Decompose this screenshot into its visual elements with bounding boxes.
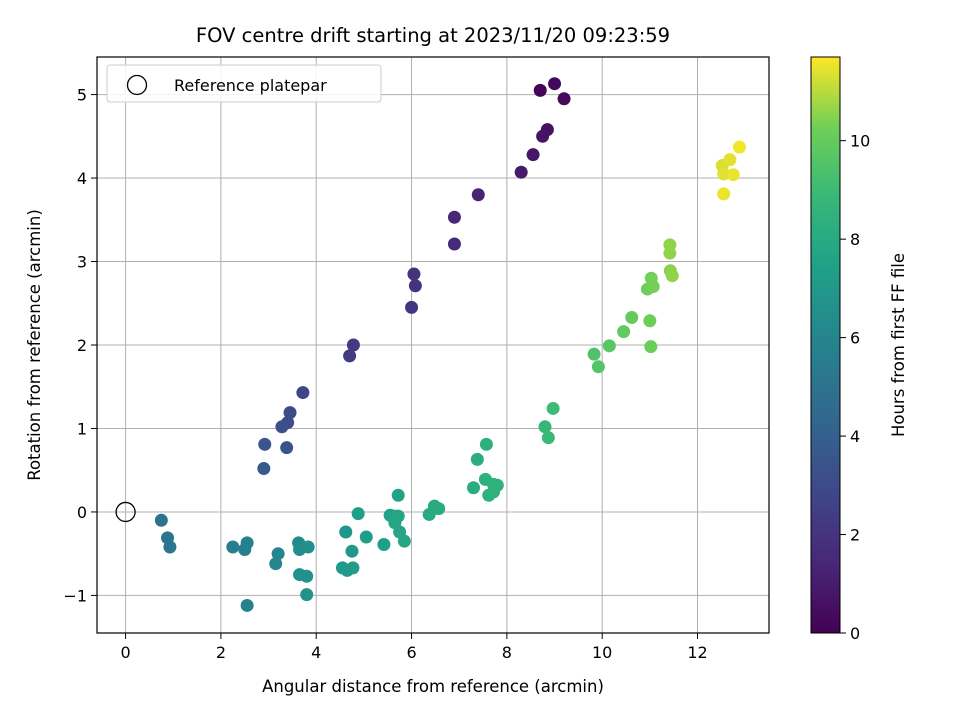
y-tick-label: 5: [77, 86, 87, 105]
data-point: [345, 544, 359, 558]
data-point: [732, 140, 746, 154]
data-point: [271, 547, 285, 561]
data-point: [538, 420, 552, 434]
data-point: [625, 310, 639, 324]
data-point: [479, 437, 493, 451]
data-points: [154, 77, 746, 612]
colorbar-ticks: 0 2 4 6 8 10: [840, 132, 870, 643]
x-tick-label: 4: [311, 643, 321, 662]
data-point: [646, 280, 660, 294]
data-point: [726, 168, 740, 182]
data-point: [723, 153, 737, 167]
data-point: [258, 437, 272, 451]
data-point: [591, 360, 605, 374]
chart-title: FOV centre drift starting at 2023/11/20 …: [196, 24, 670, 47]
y-tick-label: −1: [63, 586, 87, 605]
x-tick-label: 2: [216, 643, 226, 662]
data-point: [541, 431, 555, 445]
y-tick-label: 0: [77, 503, 87, 522]
data-point: [280, 441, 294, 455]
y-axis-label: Rotation from reference (arcmin): [25, 209, 44, 481]
legend-marker-reference: [126, 74, 148, 96]
data-point: [587, 347, 601, 361]
data-point: [533, 83, 547, 97]
data-point: [408, 279, 422, 293]
data-point: [300, 569, 314, 583]
colorbar-gradient: [810, 56, 841, 634]
data-point: [514, 165, 528, 179]
colorbar-tick-label: 10: [850, 132, 870, 151]
data-point: [269, 557, 283, 571]
data-point: [432, 502, 446, 516]
colorbar-tick-label: 2: [850, 526, 860, 545]
data-point: [154, 513, 168, 527]
x-axis-ticks: 0 2 4 6 8 10 12: [121, 633, 708, 662]
reference-platepar-marker: [115, 501, 136, 523]
x-tick-label: 0: [121, 643, 131, 662]
colorbar: 0 2 4 6 8 10 Hours from first FF file: [810, 56, 908, 643]
legend-box: [106, 64, 382, 103]
y-tick-label: 3: [77, 253, 87, 272]
data-point: [359, 530, 373, 544]
data-point: [377, 538, 391, 552]
y-tick-label: 1: [77, 419, 87, 438]
data-point: [283, 406, 297, 420]
legend-label-reference: Reference platepar: [174, 76, 327, 95]
x-tick-label: 10: [592, 643, 612, 662]
data-point: [536, 129, 550, 143]
colorbar-label: Hours from first FF file: [889, 253, 908, 437]
colorbar-tick-label: 8: [850, 230, 860, 249]
data-point: [339, 525, 353, 539]
data-point: [275, 420, 289, 434]
data-point: [546, 401, 560, 415]
grid: [97, 57, 769, 633]
x-axis-label: Angular distance from reference (arcmin): [262, 677, 604, 696]
data-point: [351, 507, 365, 521]
data-point: [557, 92, 571, 106]
data-point: [343, 349, 357, 363]
data-point: [644, 340, 658, 354]
x-tick-label: 12: [687, 643, 707, 662]
data-point: [226, 540, 240, 554]
colorbar-tick-label: 6: [850, 329, 860, 348]
data-point: [296, 386, 310, 400]
data-point: [548, 77, 562, 91]
data-point: [526, 148, 540, 162]
data-point: [602, 339, 616, 353]
data-point: [301, 540, 315, 554]
data-point: [397, 534, 411, 548]
x-tick-label: 8: [502, 643, 512, 662]
data-point: [663, 246, 677, 260]
data-point: [240, 536, 254, 550]
data-point: [447, 237, 461, 251]
y-tick-label: 2: [77, 336, 87, 355]
data-point: [300, 588, 314, 602]
y-axis-ticks: −1 0 1 2 3 4 5: [63, 86, 97, 605]
data-point: [257, 462, 271, 476]
legend: Reference platepar: [106, 64, 382, 103]
data-point: [471, 188, 485, 202]
data-point: [405, 300, 419, 314]
x-tick-label: 6: [406, 643, 416, 662]
data-point: [717, 167, 731, 181]
data-point: [617, 325, 631, 339]
y-tick-label: 4: [77, 169, 87, 188]
colorbar-tick-label: 0: [850, 624, 860, 643]
data-point: [470, 452, 484, 466]
data-point: [717, 187, 731, 201]
data-point: [467, 481, 481, 495]
data-point: [346, 338, 360, 352]
data-point: [346, 561, 360, 575]
data-point: [240, 598, 254, 612]
data-point: [665, 269, 679, 283]
data-point: [391, 488, 405, 502]
data-point: [643, 314, 657, 328]
data-point: [163, 540, 177, 554]
colorbar-tick-label: 4: [850, 427, 860, 446]
data-point: [407, 267, 421, 281]
data-point: [447, 210, 461, 224]
data-point: [490, 478, 504, 492]
